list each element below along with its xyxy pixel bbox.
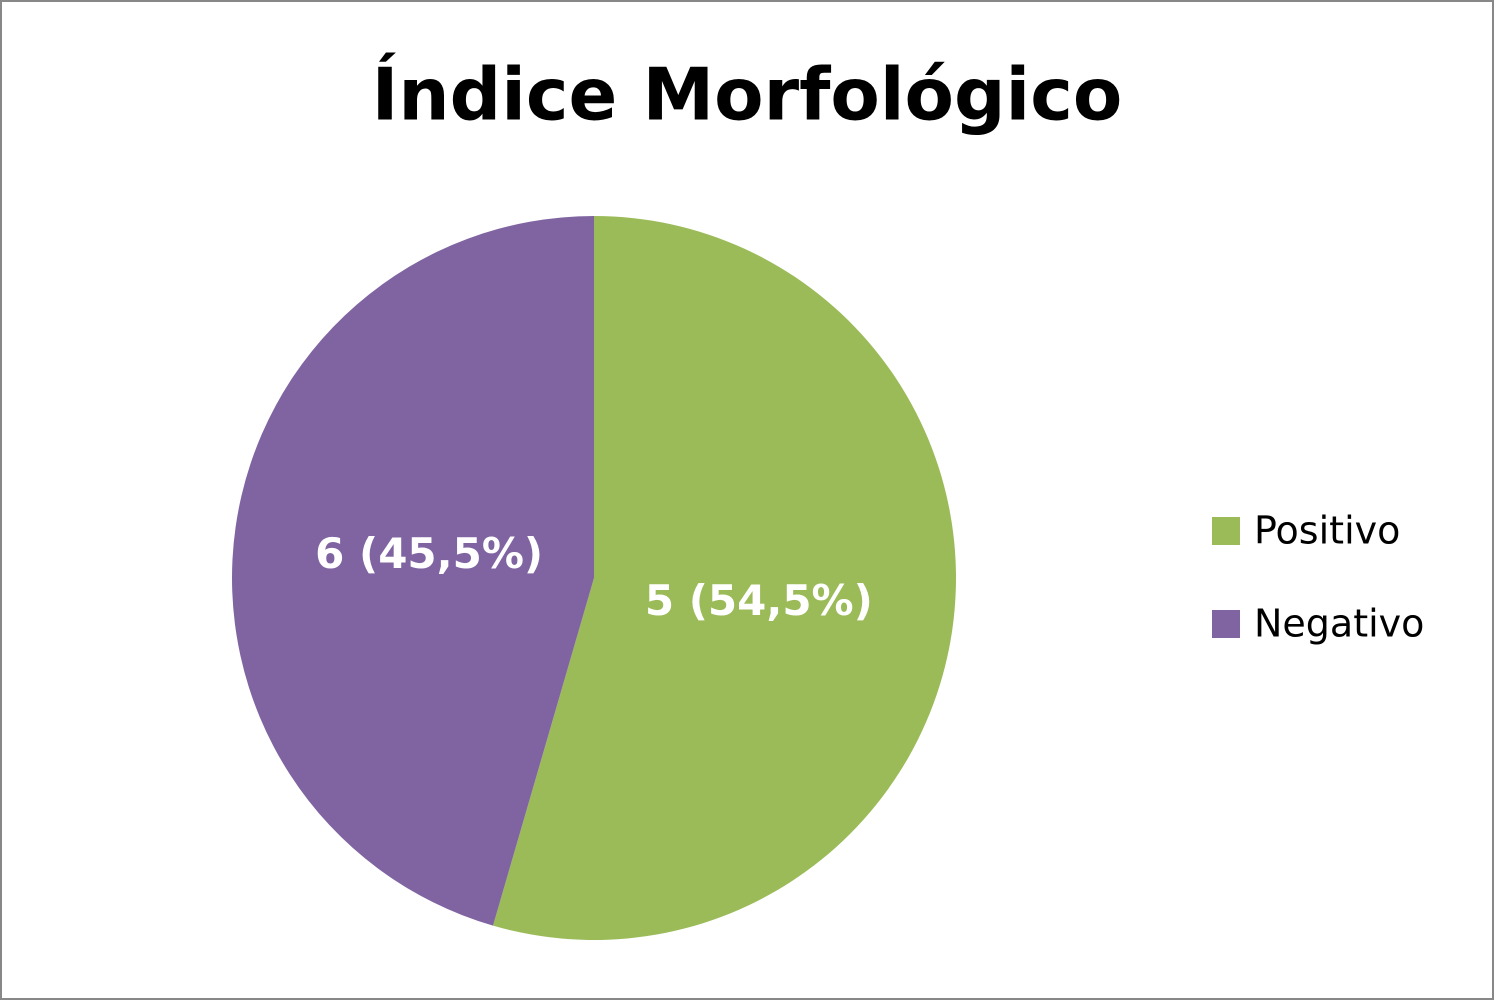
legend-label: Negativo [1254,602,1424,646]
data-label: 6 (45,5%) [315,529,543,578]
legend-label: Positivo [1254,509,1400,553]
legend-swatch [1212,517,1240,545]
pie-slice [493,216,956,941]
data-label: 5 (54,5%) [645,576,873,625]
legend-swatch [1212,610,1240,638]
chart-title: Índice Morfológico [372,53,1123,137]
pie-slice [231,216,594,926]
